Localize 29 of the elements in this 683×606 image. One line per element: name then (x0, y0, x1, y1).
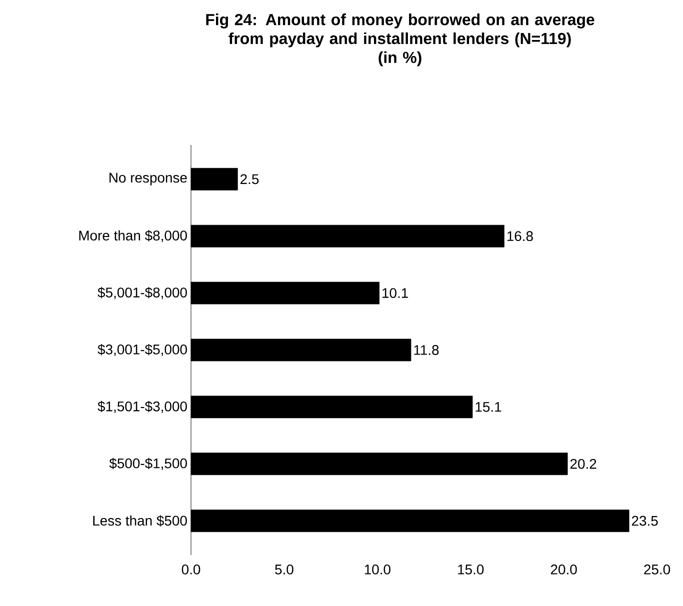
data-label: 10.1 (382, 288, 408, 298)
y-tick-label: Less than $500 (93, 515, 187, 526)
y-tick-label: $1,501-$3,000 (98, 400, 187, 413)
y-tick-label: No response (110, 172, 187, 186)
bar (190, 282, 380, 304)
x-tick-label: 25.0 (644, 564, 670, 574)
data-label: 16.8 (507, 231, 533, 242)
y-tick-label: $5,001-$8,000 (98, 286, 187, 300)
y-tick-label: $500-$1,500 (109, 458, 187, 470)
chart-subtitle: (in %) (378, 51, 422, 66)
x-tick-label: 0.0 (182, 564, 200, 574)
data-label: 20.2 (570, 458, 596, 469)
bar (190, 224, 504, 248)
y-tick-label: More than $8,000 (79, 230, 187, 242)
chart-title: Fig 24: Amount of money borrowed on an average from payday and installment lenders (N=119) (206, 14, 594, 48)
bar (190, 510, 630, 532)
bar (190, 396, 473, 418)
bar (190, 338, 412, 362)
y-tick-label: $3,001-$5,000 (98, 344, 187, 356)
x-tick-label: 10.0 (364, 564, 390, 574)
x-tick-label: 15.0 (458, 564, 484, 574)
x-tick-label: 20.0 (550, 564, 577, 574)
data-label: 2.5 (240, 174, 259, 184)
data-label: 11.8 (414, 345, 439, 355)
x-tick-label: 5.0 (275, 564, 294, 574)
data-label: 23.5 (632, 516, 658, 526)
bar (190, 452, 568, 476)
bar (190, 168, 238, 190)
data-label: 15.1 (476, 402, 502, 412)
